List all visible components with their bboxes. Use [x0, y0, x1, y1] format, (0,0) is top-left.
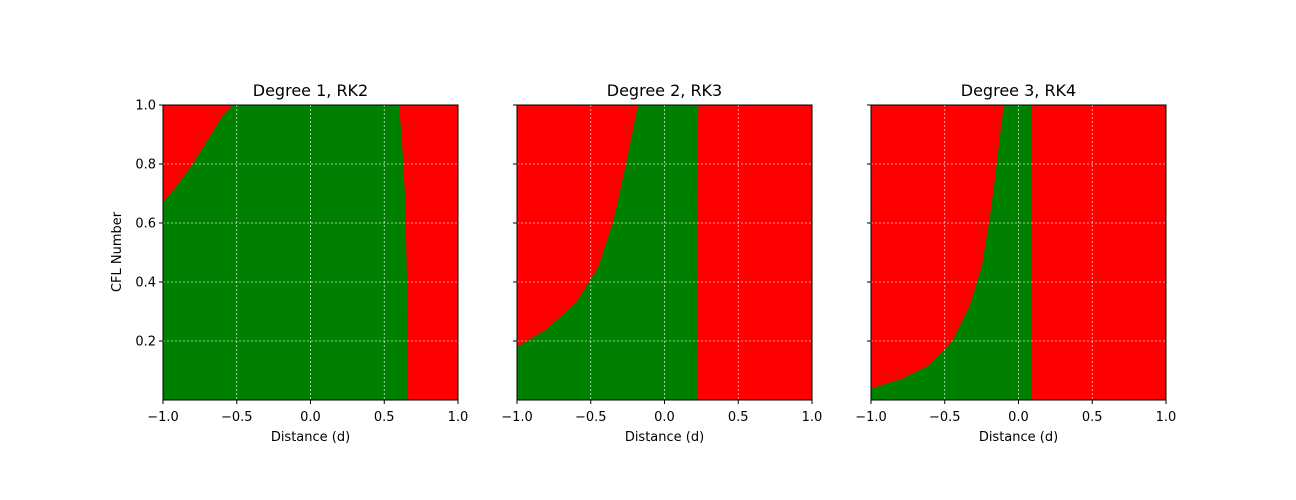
- x-tick-label: −1.0: [147, 410, 179, 425]
- x-axis-label: Distance (d): [625, 430, 704, 445]
- panel-3: Degree 3, RK4 −1.0 −0.5 0.0 0.5 1.0 Distance (…: [855, 81, 1176, 445]
- y-axis-label: CFL Number: [110, 211, 125, 292]
- unstable-left-region: [871, 105, 1004, 389]
- x-tick-label: −0.5: [575, 410, 607, 425]
- y-tick-label: 0.4: [135, 276, 156, 291]
- chart-title: Degree 2, RK3: [607, 81, 722, 100]
- chart-title: Degree 1, RK2: [253, 81, 368, 100]
- unstable-left-region: [163, 105, 233, 203]
- x-tick-label: 0.0: [1008, 410, 1029, 425]
- x-tick-label: 1.0: [448, 410, 469, 425]
- y-tick-label: 0.6: [135, 217, 156, 232]
- x-tick-label: 0.5: [374, 410, 395, 425]
- unstable-left-region: [517, 105, 638, 347]
- y-tick-label: 1.0: [135, 99, 156, 114]
- x-tick-label: −0.5: [221, 410, 253, 425]
- x-tick-label: 0.0: [300, 410, 321, 425]
- panel-1: Degree 1, RK2 −1.0 −0.5 0.0 0.5 1.0 0.2 0.4 0.6 0…: [135, 81, 468, 445]
- unstable-right-region: [696, 105, 812, 400]
- unstable-right-region: [399, 105, 458, 400]
- x-axis-label: Distance (d): [271, 430, 350, 445]
- panel-2: Degree 2, RK3 −1.0 −0.5 0.0 0.5 1.0 Distance (…: [501, 81, 822, 445]
- x-tick-label: −1.0: [855, 410, 887, 425]
- x-tick-label: 0.5: [728, 410, 749, 425]
- chart-title: Degree 3, RK4: [961, 81, 1076, 100]
- x-tick-label: 1.0: [1156, 410, 1177, 425]
- x-tick-label: 0.5: [1082, 410, 1103, 425]
- y-tick-label: 0.2: [135, 335, 156, 350]
- y-tick-label: 0.8: [135, 158, 156, 173]
- x-tick-label: −1.0: [501, 410, 533, 425]
- x-tick-label: 1.0: [802, 410, 823, 425]
- x-tick-label: 0.0: [654, 410, 675, 425]
- x-axis-label: Distance (d): [979, 430, 1058, 445]
- unstable-right-region: [1031, 105, 1166, 400]
- x-tick-label: −0.5: [929, 410, 961, 425]
